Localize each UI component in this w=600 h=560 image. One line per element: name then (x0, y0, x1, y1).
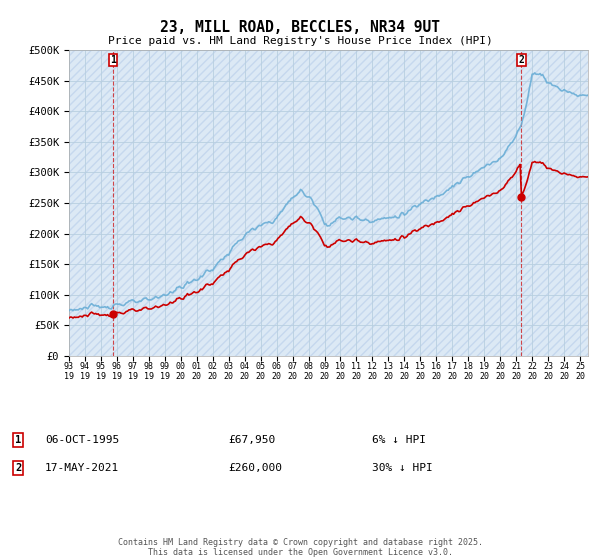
Text: Contains HM Land Registry data © Crown copyright and database right 2025.
This d: Contains HM Land Registry data © Crown c… (118, 538, 482, 557)
Text: Price paid vs. HM Land Registry's House Price Index (HPI): Price paid vs. HM Land Registry's House … (107, 36, 493, 46)
Text: 06-OCT-1995: 06-OCT-1995 (45, 435, 119, 445)
Text: 2: 2 (15, 463, 21, 473)
Text: 6% ↓ HPI: 6% ↓ HPI (372, 435, 426, 445)
Text: £260,000: £260,000 (228, 463, 282, 473)
Text: 1: 1 (15, 435, 21, 445)
Text: 17-MAY-2021: 17-MAY-2021 (45, 463, 119, 473)
Text: 1: 1 (110, 55, 116, 65)
Text: 23, MILL ROAD, BECCLES, NR34 9UT: 23, MILL ROAD, BECCLES, NR34 9UT (160, 20, 440, 35)
Text: 30% ↓ HPI: 30% ↓ HPI (372, 463, 433, 473)
Text: £67,950: £67,950 (228, 435, 275, 445)
Text: 2: 2 (518, 55, 524, 65)
